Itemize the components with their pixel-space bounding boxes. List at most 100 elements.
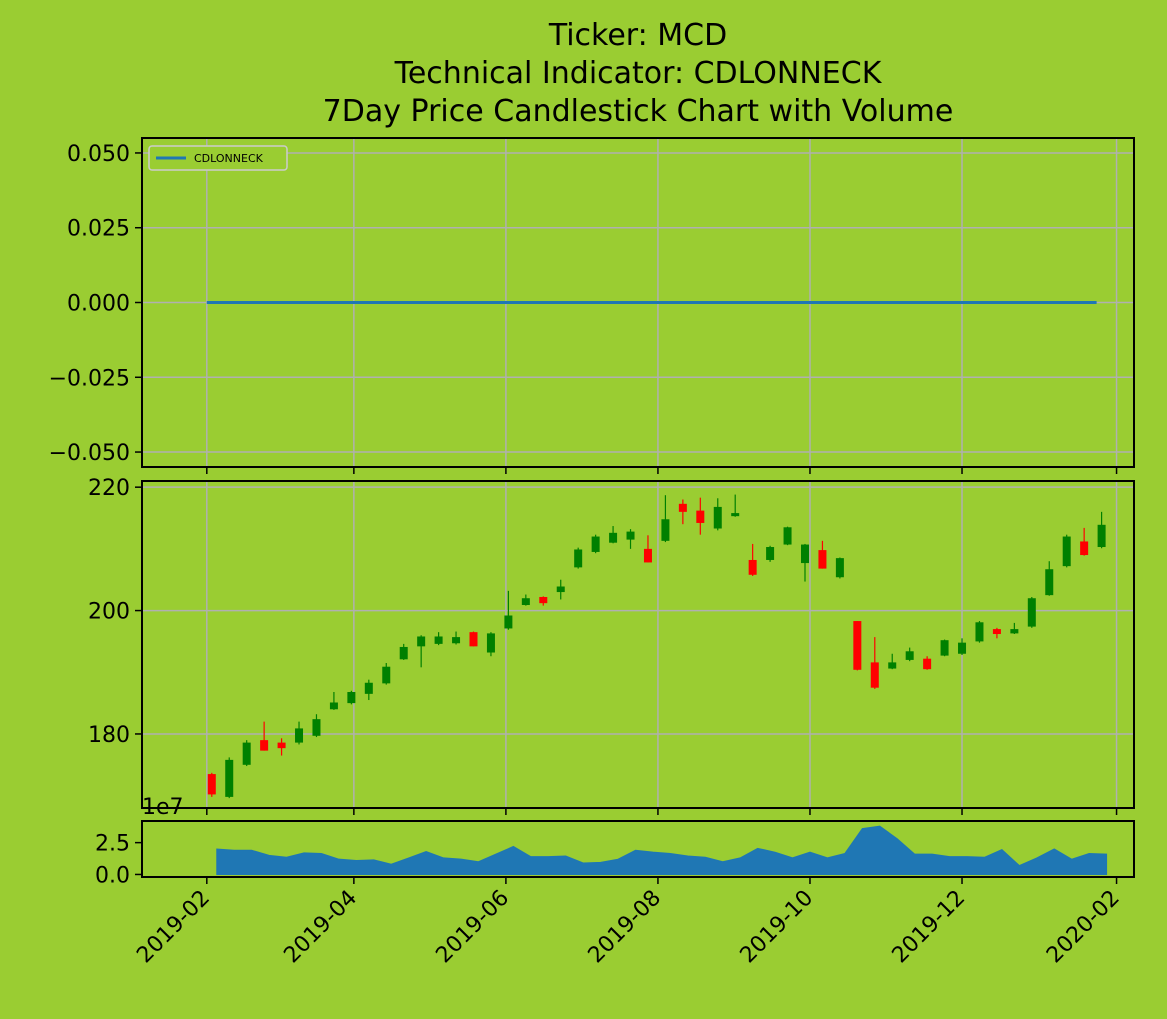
- candle-body: [364, 682, 373, 694]
- candle-2019-12-08: [975, 621, 984, 643]
- candle-2019-04-07: [364, 679, 373, 701]
- candle-2019-03-31: [347, 690, 356, 705]
- candle-2019-08-04: [661, 495, 670, 543]
- candle-body: [1080, 541, 1089, 556]
- legend-box: [148, 145, 288, 171]
- candle-body: [417, 636, 426, 647]
- candle-body: [1010, 629, 1019, 634]
- candle-2019-09-29: [800, 543, 809, 582]
- candle-2019-06-30: [574, 547, 583, 569]
- candle-2020-01-26: [1097, 511, 1106, 549]
- chart-title: Ticker: MCD Technical Indicator: CDLONNE…: [323, 18, 954, 129]
- candle-body: [1045, 569, 1054, 596]
- candle-body: [713, 506, 722, 529]
- candle-body: [382, 666, 391, 684]
- candle-2019-12-22: [1010, 622, 1019, 635]
- candle-2019-06-09: [521, 594, 530, 606]
- price-y-tick-label-2: 180: [88, 723, 130, 748]
- candle-body: [1027, 598, 1036, 627]
- candle-body: [766, 547, 775, 560]
- indicator-legend: CDLONNECK: [148, 145, 288, 171]
- candle-body: [504, 615, 513, 629]
- candle-2019-02-24: [260, 721, 269, 751]
- candle-body: [800, 544, 809, 564]
- title-line-chart-kind: 7Day Price Candlestick Chart with Volume: [323, 94, 954, 129]
- candle-body: [696, 510, 705, 523]
- indicator-y-tick-label-3: −0.025: [49, 366, 130, 391]
- legend-label-cdlonneck: CDLONNECK: [194, 152, 264, 165]
- x-tick-label-2019-06: 2019-06: [431, 886, 514, 969]
- candle-2019-05-12: [452, 631, 461, 645]
- candle-2019-08-18: [696, 497, 705, 535]
- indicator-panel: 0.050 0.025 0.000 −0.025 −0.050 CDLONNECK: [49, 137, 1135, 474]
- candle-2019-03-03: [277, 738, 286, 756]
- candle-body: [992, 629, 1001, 635]
- indicator-y-tick-label-0: 0.050: [67, 142, 130, 167]
- candle-2019-06-02: [504, 590, 513, 630]
- candle-body: [242, 742, 251, 765]
- candle-2019-10-20: [853, 621, 862, 671]
- candle-2019-11-03: [888, 653, 897, 670]
- candle-2019-09-22: [783, 526, 792, 546]
- candle-2019-07-28: [643, 535, 652, 563]
- candle-body: [888, 662, 897, 669]
- candle-2020-01-19: [1080, 527, 1089, 556]
- candle-body: [207, 774, 216, 795]
- title-line-indicator: Technical Indicator: CDLONNECK: [394, 56, 883, 91]
- candle-body: [958, 642, 967, 654]
- candle-body: [835, 558, 844, 578]
- candle-2019-10-06: [818, 540, 827, 569]
- candle-2019-07-21: [626, 529, 635, 549]
- candle-body: [452, 637, 461, 644]
- candle-2019-04-28: [417, 635, 426, 668]
- indicator-y-tick-label-1: 0.025: [67, 217, 130, 242]
- candle-body: [225, 759, 234, 797]
- candle-body: [260, 740, 269, 751]
- candle-body: [277, 742, 286, 749]
- price-frame: [141, 480, 1135, 809]
- volume-y-tick-label-0: 2.5: [95, 832, 130, 857]
- candle-body: [661, 519, 670, 541]
- price-candles: [207, 494, 1106, 799]
- x-tick-label-2019-10: 2019-10: [736, 886, 819, 969]
- candle-body: [678, 503, 687, 512]
- candle-body: [643, 548, 652, 563]
- volume-panel: 2.50.0 1e7: [95, 795, 1135, 888]
- indicator-y-ticks: 0.050 0.025 0.000 −0.025 −0.050: [49, 142, 142, 466]
- candle-2019-11-24: [940, 639, 949, 657]
- candle-2019-03-17: [312, 714, 321, 738]
- candle-body: [1097, 524, 1106, 548]
- candle-2019-03-10: [295, 721, 304, 745]
- candle-body: [329, 702, 338, 710]
- candle-2019-06-16: [539, 596, 548, 606]
- candle-2020-01-12: [1062, 534, 1071, 568]
- candle-body: [870, 662, 879, 688]
- candle-body: [556, 586, 565, 593]
- candle-body: [591, 536, 600, 552]
- candle-body: [295, 728, 304, 743]
- price-y-ticks: 220 200 180: [88, 476, 142, 748]
- candle-body: [434, 636, 443, 644]
- price-plot-area: [142, 481, 1134, 808]
- candle-2019-12-15: [992, 627, 1001, 639]
- candle-2019-09-01: [731, 494, 740, 517]
- volume-x-ticks: [206, 877, 1118, 884]
- price-panel: 220 200 180: [88, 476, 1135, 815]
- x-tick-label-2019-08: 2019-08: [584, 886, 667, 969]
- candle-body: [609, 532, 618, 543]
- indicator-frame: [141, 137, 1135, 468]
- candle-body: [940, 640, 949, 656]
- candle-body: [521, 598, 530, 606]
- candle-2019-04-21: [399, 643, 408, 660]
- volume-area-fill: [216, 825, 1108, 875]
- x-tick-label-2020-02: 2020-02: [1042, 886, 1125, 969]
- volume-y-ticks: 2.50.0: [95, 832, 142, 888]
- candle-2019-05-05: [434, 632, 443, 646]
- indicator-x-ticks: [206, 467, 1118, 474]
- candle-body: [312, 719, 321, 736]
- candle-2019-03-24: [329, 692, 338, 710]
- candle-2019-10-13: [835, 557, 844, 579]
- volume-area: [216, 825, 1108, 875]
- candle-2019-12-29: [1027, 596, 1036, 628]
- candle-body: [486, 633, 495, 653]
